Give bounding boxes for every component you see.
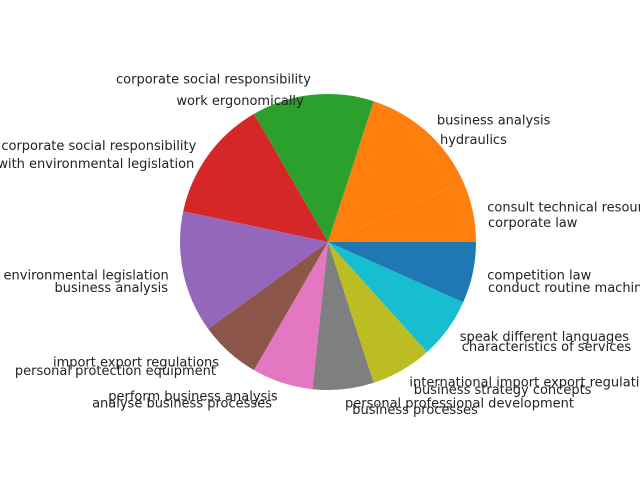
slice-outer-label: corporate social responsibility [116, 73, 311, 88]
pie-slice [208, 242, 328, 371]
slice-outer-label: business analysis [437, 114, 551, 129]
slice-outer-label: import export regulations [53, 355, 219, 370]
slice-inner-label: business analysis [55, 281, 169, 296]
pie-slice [254, 242, 328, 390]
slice-outer-label: perform business analysis [108, 389, 278, 404]
pie-slice [328, 242, 476, 303]
slice-outer-label: consult technical resources [487, 201, 640, 216]
pie-slice [254, 94, 374, 243]
slice-inner-label: hydraulics [440, 133, 507, 148]
pie-slice [328, 242, 428, 383]
pie-slice [328, 101, 464, 242]
pie-labels: consult technical resourcescorporate law… [0, 73, 640, 418]
slice-inner-label: conduct routine machinery checks [488, 281, 640, 296]
slice-inner-label: corporate law [488, 216, 578, 231]
pie-slice [328, 181, 476, 242]
slice-outer-label: compliance with environmental legislatio… [0, 268, 169, 283]
slice-outer-label: international import export regulations [409, 375, 640, 390]
pie-slice [183, 113, 328, 242]
slice-outer-label: competition law [487, 268, 591, 283]
slice-outer-label: personal professional development [345, 396, 574, 411]
slice-inner-label: work ergonomically [176, 94, 304, 109]
slice-outer-label: speak different languages [460, 330, 630, 345]
slice-inner-label: analyse business processes [92, 396, 272, 411]
slice-outer-label: corporate social responsibility [1, 139, 196, 154]
pie-slices [180, 94, 476, 390]
slice-inner-label: business strategy concepts [414, 383, 592, 398]
pie-slice [180, 211, 328, 329]
slice-inner-label: characteristics of services [462, 340, 632, 355]
slice-inner-label: business processes [352, 403, 478, 418]
pie-slice [328, 242, 464, 352]
slice-inner-label: personal protection equipment [15, 364, 216, 379]
pie-slice [312, 242, 374, 390]
slice-inner-label: compliance with environmental legislatio… [0, 157, 194, 172]
